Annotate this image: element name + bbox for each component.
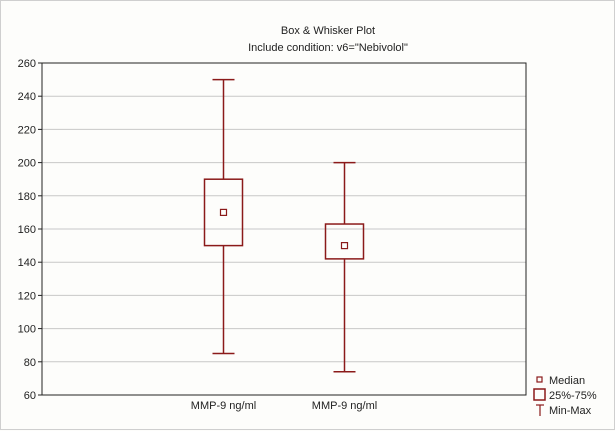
y-tick-label: 180: [18, 191, 36, 203]
boxes: [203, 78, 365, 373]
y-tick-label: 240: [18, 91, 36, 103]
y-tick-label: 200: [18, 158, 36, 170]
legend-item-2: 25%-75%: [533, 388, 597, 402]
chart-title: Box & Whisker Plot: [281, 25, 375, 37]
legend-label: Min-Max: [549, 405, 592, 417]
y-tick-label: 120: [18, 290, 36, 302]
y-tick-label: 260: [18, 58, 36, 70]
x-category-label: MMP-9 ng/ml: [191, 400, 256, 412]
iqr-box: [324, 223, 365, 260]
gridlines: [42, 95, 526, 363]
y-tick-label: 160: [18, 224, 36, 236]
box-whisker-2: [324, 161, 365, 373]
y-tick-label: 220: [18, 124, 36, 136]
legend-item-1: Median: [536, 375, 585, 387]
median-marker: [340, 242, 349, 250]
y-axis-ticks: 60 80 100 120 140 160 180 200 220 240 260: [18, 58, 42, 402]
y-tick-label: 140: [18, 257, 36, 269]
y-tick-label: 100: [18, 324, 36, 336]
chart-subtitle: Include condition: v6="Nebivolol": [248, 42, 408, 54]
box-whisker-1: [203, 78, 244, 355]
median-legend-symbol: [536, 376, 543, 383]
median-marker: [219, 208, 228, 216]
x-axis-categories: MMP-9 ng/ml MMP-9 ng/ml: [191, 400, 377, 412]
box-legend-symbol: [533, 388, 546, 401]
legend-label: 25%-75%: [549, 390, 597, 402]
y-tick-label: 80: [24, 357, 36, 369]
x-category-label: MMP-9 ng/ml: [312, 400, 377, 412]
y-tick-label: 60: [24, 390, 36, 402]
iqr-box: [203, 178, 244, 247]
plot-area: [41, 62, 527, 396]
legend: Median 25%-75% Min-Max: [533, 375, 597, 417]
legend-item-3: Min-Max: [536, 404, 592, 417]
legend-label: Median: [549, 375, 585, 387]
